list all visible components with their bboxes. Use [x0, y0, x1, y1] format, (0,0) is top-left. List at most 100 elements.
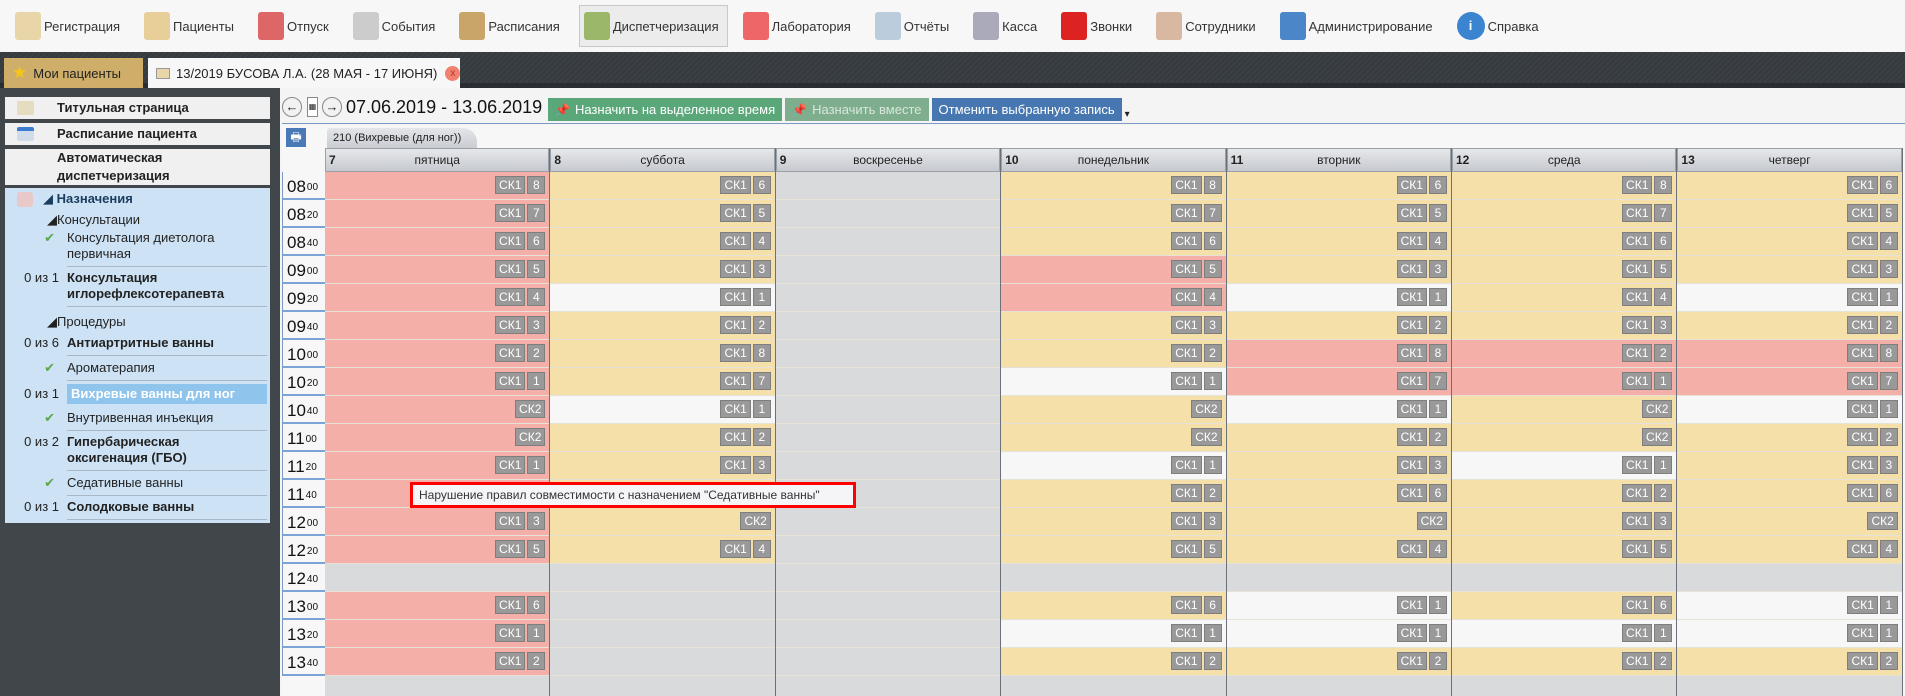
assign-together-button[interactable]: 📌 Назначить вместе — [785, 98, 929, 121]
time-slot[interactable]: СК2 — [1677, 508, 1902, 536]
time-slot[interactable]: СК1 1 — [550, 284, 775, 312]
tree-item-dietolog[interactable]: ✔ Консультация диетолога первичная — [5, 230, 270, 267]
time-slot[interactable]: СК1 1 — [1226, 592, 1451, 620]
time-slot[interactable]: СК1 2 — [1677, 424, 1902, 452]
time-slot[interactable]: СК1 4 — [550, 536, 775, 564]
time-slot[interactable]: СК2 — [1001, 424, 1226, 452]
time-slot[interactable]: СК1 4 — [1226, 536, 1451, 564]
time-slot[interactable]: СК1 4 — [1001, 284, 1226, 312]
time-slot[interactable]: СК1 1 — [325, 452, 550, 480]
time-slot[interactable]: СК1 6 — [1001, 592, 1226, 620]
next-week-button[interactable]: → — [322, 97, 342, 117]
time-slot[interactable]: СК1 1 — [1677, 592, 1902, 620]
time-slot[interactable]: СК1 3 — [550, 256, 775, 284]
time-slot[interactable]: СК1 1 — [1677, 620, 1902, 648]
day-header[interactable]: 10 понедельник — [1001, 148, 1226, 172]
time-slot[interactable]: СК1 2 — [1226, 648, 1451, 676]
tree-node-assignments[interactable]: ◢ Назначения — [5, 191, 270, 207]
time-slot[interactable]: СК1 5 — [550, 200, 775, 228]
time-slot[interactable]: СК1 4 — [1452, 284, 1677, 312]
time-slot[interactable]: СК1 1 — [550, 396, 775, 424]
nav-pills-jar[interactable]: Отпуск — [253, 5, 338, 47]
time-slot[interactable]: СК1 3 — [1677, 256, 1902, 284]
time-slot[interactable]: СК1 1 — [1226, 396, 1451, 424]
time-slot[interactable]: СК1 7 — [550, 368, 775, 396]
time-slot[interactable]: СК1 3 — [325, 508, 550, 536]
tree-item-aroma[interactable]: ✔ Ароматерапия — [5, 360, 270, 381]
time-slot[interactable]: СК1 4 — [325, 284, 550, 312]
time-slot[interactable]: СК1 2 — [325, 648, 550, 676]
tree-item-iv[interactable]: ✔ Внутривенная инъекция — [5, 410, 270, 431]
time-slot[interactable]: СК1 3 — [1677, 452, 1902, 480]
nav-red-phone[interactable]: Звонки — [1056, 5, 1141, 47]
tree-item-hbo[interactable]: 0 из 2 Гипербарическая оксигенация (ГБО) — [5, 434, 270, 471]
time-slot[interactable]: СК1 7 — [325, 200, 550, 228]
time-slot[interactable]: СК1 6 — [1226, 172, 1451, 200]
time-slot[interactable]: СК1 5 — [325, 536, 550, 564]
toolbar-overflow-icon[interactable]: ▾ — [1124, 109, 1130, 120]
time-slot[interactable]: СК1 1 — [1452, 368, 1677, 396]
assign-selected-time-button[interactable]: 📌 Назначить на выделенное время — [548, 98, 783, 121]
tree-item-reflex[interactable]: 0 из 1 Консультация иглорефлексотерапевта — [5, 270, 270, 307]
time-slot[interactable]: СК1 1 — [1226, 620, 1451, 648]
time-slot[interactable]: СК1 3 — [1001, 508, 1226, 536]
time-slot[interactable]: СК2 — [1452, 424, 1677, 452]
sidebar-item-auto-dispatch[interactable]: Автоматическая диспетчеризация — [5, 149, 270, 185]
time-slot[interactable]: СК1 8 — [1677, 340, 1902, 368]
time-slot[interactable]: СК1 5 — [1452, 536, 1677, 564]
time-slot[interactable]: СК1 4 — [550, 228, 775, 256]
day-header[interactable]: 9 воскресенье — [775, 148, 1001, 172]
print-icon[interactable]: 🖶 — [286, 128, 306, 147]
tree-node-consultations[interactable]: ◢Консультации — [47, 212, 141, 227]
time-slot[interactable]: СК1 3 — [550, 452, 775, 480]
time-slot[interactable]: СК1 8 — [325, 172, 550, 200]
time-slot[interactable]: СК1 1 — [1226, 284, 1451, 312]
time-slot[interactable]: СК1 4 — [1677, 536, 1902, 564]
time-slot[interactable]: СК1 3 — [1226, 452, 1451, 480]
time-slot[interactable]: СК1 6 — [550, 172, 775, 200]
nav-patients-folder[interactable]: Пациенты — [139, 5, 243, 47]
time-slot[interactable]: СК2 — [1001, 396, 1226, 424]
time-slot[interactable]: СК1 1 — [325, 620, 550, 648]
time-slot[interactable]: СК1 1 — [325, 368, 550, 396]
time-slot[interactable]: СК1 2 — [1452, 648, 1677, 676]
nav-info[interactable]: i Справка — [1452, 5, 1548, 47]
nav-cash-register[interactable]: Касса — [968, 5, 1046, 47]
time-slot[interactable]: СК1 7 — [1452, 200, 1677, 228]
nav-registration-card[interactable]: Регистрация — [10, 5, 129, 47]
time-slot[interactable]: СК1 1 — [1677, 396, 1902, 424]
time-slot[interactable]: СК2 — [550, 508, 775, 536]
nav-dispatcher[interactable]: Диспетчеризация — [578, 5, 728, 47]
time-slot[interactable]: СК1 1 — [1001, 368, 1226, 396]
close-tab-icon[interactable]: x — [445, 65, 461, 81]
sidebar-item-title-page[interactable]: Титульная страница — [5, 97, 270, 119]
time-slot[interactable]: СК1 6 — [1452, 592, 1677, 620]
nav-calendar-grid[interactable]: События — [348, 5, 445, 47]
time-slot[interactable]: СК1 1 — [1452, 452, 1677, 480]
time-slot[interactable]: СК1 3 — [1452, 508, 1677, 536]
time-slot[interactable]: СК1 8 — [1452, 172, 1677, 200]
time-slot[interactable]: СК1 5 — [1226, 200, 1451, 228]
time-slot[interactable]: СК1 6 — [325, 228, 550, 256]
time-slot[interactable]: СК1 2 — [1677, 648, 1902, 676]
time-slot[interactable]: СК1 1 — [1452, 620, 1677, 648]
room-tab[interactable]: 210 (Вихревые (для ног)) — [327, 128, 478, 148]
time-slot[interactable]: СК1 6 — [1226, 480, 1451, 508]
day-header[interactable]: 11 вторник — [1226, 148, 1451, 172]
time-slot[interactable]: СК1 3 — [1226, 256, 1451, 284]
day-header[interactable]: 13 четверг — [1677, 148, 1902, 172]
time-slot[interactable]: СК2 — [325, 424, 550, 452]
time-slot[interactable]: СК1 5 — [1001, 536, 1226, 564]
nav-tools[interactable]: Администрирование — [1275, 5, 1442, 47]
time-slot[interactable]: СК1 5 — [325, 256, 550, 284]
time-slot[interactable]: СК2 — [1226, 508, 1451, 536]
time-slot[interactable]: СК1 3 — [1452, 312, 1677, 340]
day-header[interactable]: 7 пятница — [325, 148, 550, 172]
cancel-selected-record-button[interactable]: Отменить выбранную запись — [931, 98, 1122, 121]
time-slot[interactable]: СК2 — [1452, 396, 1677, 424]
time-slot[interactable]: СК1 8 — [1226, 340, 1451, 368]
nav-test-tubes[interactable]: Лаборатория — [738, 5, 860, 47]
time-slot[interactable]: СК1 2 — [1001, 648, 1226, 676]
time-slot[interactable]: СК1 1 — [1677, 284, 1902, 312]
time-slot[interactable]: СК1 6 — [1001, 228, 1226, 256]
